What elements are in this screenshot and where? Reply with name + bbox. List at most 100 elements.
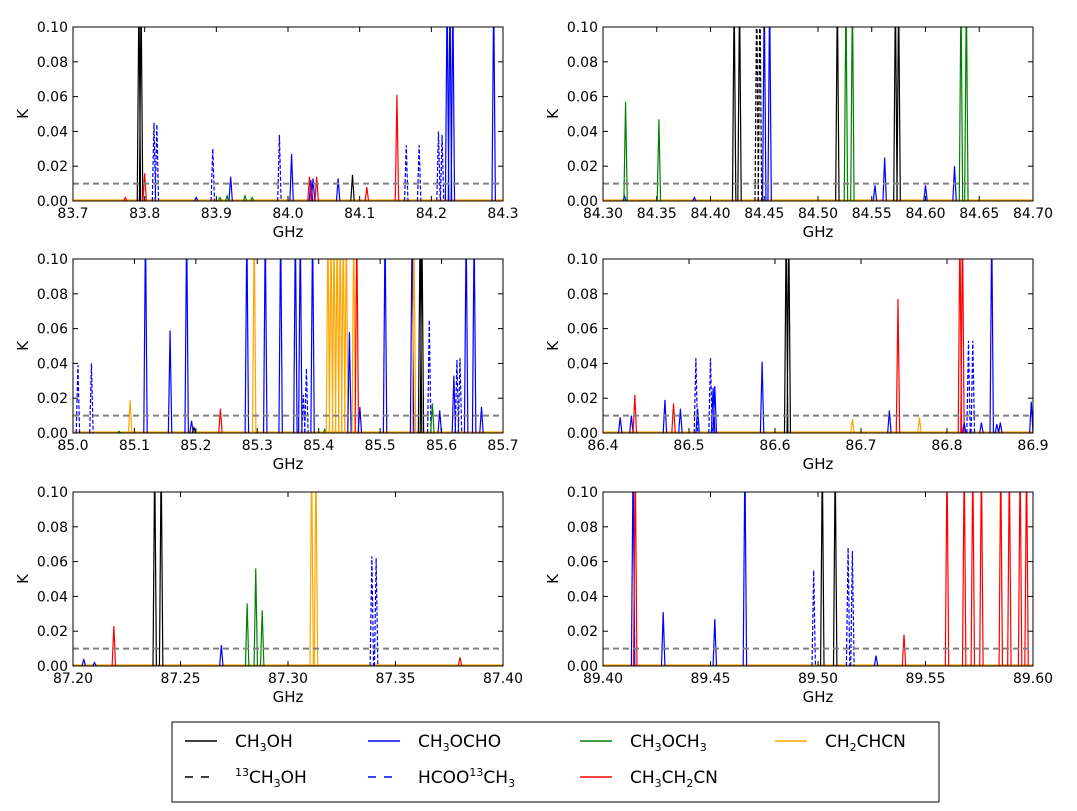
line-hcoo13ch3 bbox=[970, 340, 976, 433]
line-hcoo13ch3 bbox=[693, 358, 699, 433]
x-tick-label: 84.70 bbox=[1013, 206, 1053, 222]
y-tick-label: 0.00 bbox=[37, 194, 68, 210]
x-tick-label: 84.40 bbox=[690, 206, 730, 222]
line-ch2chcn bbox=[917, 417, 922, 433]
line-ch3ocho bbox=[767, 27, 772, 201]
line-ch3ocho bbox=[882, 157, 887, 201]
line-ch3ocho bbox=[310, 178, 316, 201]
line-ch3oh bbox=[152, 492, 157, 666]
line-ch3oh bbox=[835, 27, 840, 201]
line-hcoo13ch3 bbox=[369, 556, 375, 666]
line-ch3och3 bbox=[259, 610, 265, 666]
legend-entry-ch3och3: CH3OCH3 bbox=[580, 732, 707, 754]
x-tick-label: 85.3 bbox=[242, 438, 273, 454]
line-ch3ocho bbox=[873, 655, 879, 666]
legend-entry-ch3ocho: CH3OCHO bbox=[368, 732, 501, 754]
y-tick-label: 0.10 bbox=[567, 252, 598, 268]
line-ch3ch2cn bbox=[970, 492, 976, 666]
line-ch3och3 bbox=[244, 603, 250, 666]
line-ch3och3 bbox=[224, 193, 230, 201]
line-ch3ocho bbox=[989, 259, 995, 433]
y-tick-label: 0.00 bbox=[567, 194, 598, 210]
x-tick-label: 86.7 bbox=[845, 438, 876, 454]
line-ch3oh bbox=[350, 174, 355, 201]
line-ch3och3 bbox=[843, 27, 849, 201]
line-ch3ch2cn bbox=[961, 492, 967, 666]
plot-area bbox=[73, 259, 503, 433]
legend-entries: CH3OH 13CH3OH CH3OCHO HCOO13CH3 CH3OCH3 CH3CH… bbox=[185, 732, 906, 790]
line-ch3oh bbox=[731, 27, 737, 201]
y-tick-label: 0.02 bbox=[567, 624, 598, 640]
line-ch3ocho bbox=[1028, 401, 1033, 433]
line-ch3ch2cn bbox=[632, 394, 638, 433]
y-tick-label: 0.08 bbox=[567, 287, 598, 303]
line-ch3ch2cn bbox=[394, 94, 400, 201]
line-ch3och3 bbox=[850, 27, 855, 201]
line-ch3ocho bbox=[437, 410, 443, 433]
line-ch2chcn bbox=[328, 259, 334, 433]
line-ch3ch2cn bbox=[314, 176, 319, 201]
line-ch3oh bbox=[832, 492, 838, 666]
y-axis-label: K bbox=[14, 340, 32, 351]
line-ch3ocho bbox=[81, 658, 87, 666]
x-tick-label: 84.2 bbox=[416, 206, 447, 222]
y-tick-label: 0.10 bbox=[37, 20, 68, 36]
line-ch2chcn bbox=[251, 259, 257, 433]
x-tick-label: 83.9 bbox=[201, 206, 232, 222]
line-ch3ch2cn bbox=[111, 625, 117, 666]
x-tick-label: 84.0 bbox=[272, 206, 303, 222]
line-hcoo13ch3 bbox=[845, 547, 851, 666]
y-tick-label: 0.06 bbox=[567, 90, 598, 106]
line-ch3ch2cn bbox=[142, 173, 147, 201]
line-hcoo13ch3 bbox=[89, 363, 94, 433]
line-ch3och3 bbox=[623, 101, 628, 201]
line-ch3ocho bbox=[479, 406, 484, 433]
line-ch2chcn bbox=[850, 419, 855, 433]
y-tick-label: 0.02 bbox=[37, 624, 68, 640]
line-13ch3oh bbox=[757, 27, 763, 201]
x-tick-label: 86.8 bbox=[931, 438, 962, 454]
line-ch2chcn bbox=[309, 492, 314, 666]
x-tick-label: 85.1 bbox=[119, 438, 150, 454]
y-tick-label: 0.02 bbox=[567, 391, 598, 407]
y-axis-label: K bbox=[544, 340, 562, 351]
legend-label: CH3OCH3 bbox=[630, 732, 707, 754]
line-hcoo13ch3 bbox=[277, 134, 282, 201]
y-axis-label: K bbox=[544, 108, 562, 119]
line-ch3ocho bbox=[712, 385, 718, 433]
line-ch3oh bbox=[820, 492, 825, 666]
spectrum-panel: 89.40 89.45 89.50 89.55 89.60 0.00 0.02 0.04 0.0… bbox=[544, 485, 1053, 706]
x-tick-label: 87.30 bbox=[268, 671, 308, 687]
line-ch3ocho bbox=[872, 185, 878, 201]
line-ch3och3 bbox=[249, 196, 255, 201]
x-tick-label: 86.4 bbox=[587, 438, 618, 454]
line-ch3och3 bbox=[253, 568, 259, 666]
y-tick-label: 0.08 bbox=[567, 520, 598, 536]
x-tick-label: 84.55 bbox=[852, 206, 892, 222]
x-tick-label: 85.2 bbox=[180, 438, 211, 454]
line-ch3ocho bbox=[961, 422, 967, 433]
line-ch3oh bbox=[893, 27, 898, 201]
line-hcoo13ch3 bbox=[154, 124, 160, 201]
x-tick-label: 85.0 bbox=[57, 438, 88, 454]
x-tick-label: 86.9 bbox=[1017, 438, 1048, 454]
line-ch3ch2cn bbox=[998, 492, 1004, 666]
line-ch3ch2cn bbox=[979, 492, 984, 666]
line-ch3ocho bbox=[382, 259, 388, 433]
line-ch3ocho bbox=[695, 408, 700, 433]
legend-label: HCOO13CH3 bbox=[418, 766, 515, 790]
x-tick-label: 84.1 bbox=[344, 206, 375, 222]
line-hcoo13ch3 bbox=[403, 145, 409, 201]
x-axis-label: GHz bbox=[273, 223, 304, 241]
line-hcoo13ch3 bbox=[426, 319, 432, 433]
x-tick-label: 84.60 bbox=[905, 206, 945, 222]
y-tick-label: 0.06 bbox=[37, 555, 68, 571]
y-tick-label: 0.06 bbox=[567, 322, 598, 338]
legend-entry-13ch3oh: 13CH3OH bbox=[185, 766, 307, 790]
x-tick-label: 87.25 bbox=[160, 671, 200, 687]
y-tick-label: 0.10 bbox=[37, 252, 68, 268]
line-ch3ch2cn bbox=[1007, 492, 1012, 666]
line-ch3oh bbox=[786, 259, 792, 433]
x-tick-label: 86.5 bbox=[673, 438, 704, 454]
